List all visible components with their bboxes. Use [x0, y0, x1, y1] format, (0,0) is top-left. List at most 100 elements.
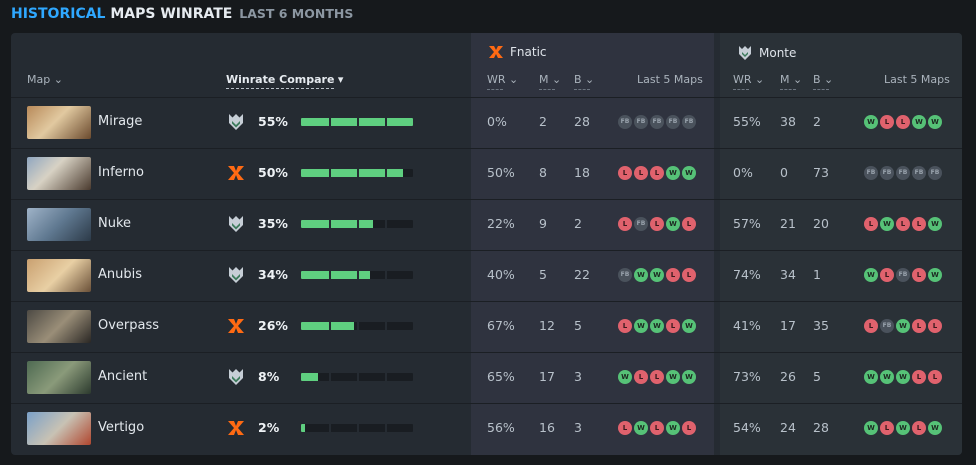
column-winrate-compare-sort[interactable]: Winrate Compare ▾ — [226, 73, 343, 89]
bar-segment-divider — [385, 271, 387, 279]
row-divider — [11, 148, 962, 149]
result-chip: W — [896, 370, 910, 384]
winrate-compare-fill — [301, 424, 306, 432]
monte-b-label: B — [813, 73, 821, 86]
bar-segment-divider — [357, 271, 359, 279]
monte-wr: 57% — [733, 216, 761, 231]
result-chip: L — [634, 166, 648, 180]
fnatic-wr: 56% — [487, 420, 515, 435]
bar-segment-divider — [385, 373, 387, 381]
result-chip: FB — [618, 268, 632, 282]
table-row[interactable]: Overpass 26% 67% 12 5 41% 17 35 L W W L W L FB W L L — [0, 301, 976, 352]
monte-column-wr[interactable]: WR ⌄ — [733, 73, 764, 90]
fnatic-m-label: M — [539, 73, 549, 86]
row-divider — [11, 352, 962, 353]
result-chip: L — [618, 319, 632, 333]
monte-b: 2 — [813, 114, 821, 129]
monte-column-b[interactable]: B ⌄ — [813, 73, 833, 90]
map-thumbnail — [27, 361, 91, 394]
result-chip: L — [650, 370, 664, 384]
map-thumbnail — [27, 259, 91, 292]
result-chip: W — [634, 421, 648, 435]
row-divider — [11, 403, 962, 404]
monte-b: 28 — [813, 420, 829, 435]
result-chip: FB — [928, 166, 942, 180]
result-chip: L — [682, 268, 696, 282]
bar-segment-divider — [357, 220, 359, 228]
monte-b: 35 — [813, 318, 829, 333]
bar-segment-divider — [329, 169, 331, 177]
result-chip: W — [666, 166, 680, 180]
monte-wr: 0% — [733, 165, 753, 180]
winrate-compare-bar — [301, 271, 413, 279]
monte-m: 34 — [780, 267, 796, 282]
bar-segment-divider — [329, 424, 331, 432]
result-chip: W — [864, 268, 878, 282]
section-title: HISTORICAL MAPS WINRATE LAST 6 MONTHS — [11, 6, 353, 22]
winrate-compare-bar — [301, 373, 413, 381]
result-chip: W — [880, 370, 894, 384]
fnatic-b: 3 — [574, 420, 582, 435]
result-chip: FB — [634, 217, 648, 231]
fnatic-column-m[interactable]: M ⌄ — [539, 73, 561, 90]
monte-m: 21 — [780, 216, 796, 231]
result-chip: L — [864, 319, 878, 333]
result-chip: L — [682, 421, 696, 435]
fnatic-m: 8 — [539, 165, 547, 180]
result-chip: L — [666, 319, 680, 333]
bar-segment-divider — [385, 118, 387, 126]
table-row[interactable]: Mirage 55% 0% 2 28 55% 38 2 FB FB FB FB FB W L L W W — [0, 97, 976, 148]
result-chip: L — [880, 421, 894, 435]
result-chip: W — [682, 319, 696, 333]
result-chip: W — [634, 268, 648, 282]
result-chip: W — [666, 421, 680, 435]
result-chip: L — [618, 217, 632, 231]
result-chip: W — [928, 115, 942, 129]
result-chip: L — [618, 166, 632, 180]
result-chip: L — [928, 370, 942, 384]
fnatic-column-b[interactable]: B ⌄ — [574, 73, 594, 90]
fnatic-m: 2 — [539, 114, 547, 129]
table-row[interactable]: Ancient 8% 65% 17 3 73% 26 5 W L L W W W W W L L — [0, 352, 976, 403]
result-chip: W — [928, 268, 942, 282]
winrate-compare-fill — [301, 373, 318, 381]
bar-segment-divider — [357, 169, 359, 177]
monte-logo-icon — [226, 214, 246, 234]
table-row[interactable]: Nuke 35% 22% 9 2 57% 21 20 L FB L W L L W L L W — [0, 199, 976, 250]
column-map-sort[interactable]: Map ⌄ — [27, 73, 63, 86]
fnatic-wr: 67% — [487, 318, 515, 333]
monte-column-m[interactable]: M ⌄ — [780, 73, 802, 90]
table-row[interactable]: Anubis 34% 40% 5 22 74% 34 1 FB W W L L W L FB L W — [0, 250, 976, 301]
winrate-compare-percent: 8% — [258, 369, 280, 384]
winrate-compare-percent: 55% — [258, 114, 288, 129]
column-winrate-compare-label: Winrate Compare — [226, 73, 335, 89]
monte-logo-icon — [226, 265, 246, 285]
fnatic-logo-icon — [226, 163, 246, 183]
monte-logo-icon — [226, 112, 246, 132]
monte-b: 5 — [813, 369, 821, 384]
monte-wr: 41% — [733, 318, 761, 333]
fnatic-column-wr[interactable]: WR ⌄ — [487, 73, 518, 90]
result-chip: FB — [666, 115, 680, 129]
bar-segment-divider — [329, 373, 331, 381]
monte-m-label: M — [780, 73, 790, 86]
monte-wr: 73% — [733, 369, 761, 384]
fnatic-m: 12 — [539, 318, 555, 333]
bar-segment-divider — [329, 118, 331, 126]
fnatic-logo-icon — [489, 46, 503, 58]
map-thumbnail — [27, 412, 91, 445]
fnatic-b: 28 — [574, 114, 590, 129]
fnatic-last5: L FB L W L — [618, 217, 696, 231]
result-chip: FB — [896, 268, 910, 282]
table-row[interactable]: Vertigo 2% 56% 16 3 54% 24 28 L W L W L W L W L W — [0, 403, 976, 454]
monte-m: 17 — [780, 318, 796, 333]
table-row[interactable]: Inferno 50% 50% 8 18 0% 0 73 L L L W W FB FB FB FB FB — [0, 148, 976, 199]
bar-segment-divider — [357, 118, 359, 126]
fnatic-b: 2 — [574, 216, 582, 231]
winrate-compare-percent: 35% — [258, 216, 288, 231]
result-chip: L — [666, 268, 680, 282]
